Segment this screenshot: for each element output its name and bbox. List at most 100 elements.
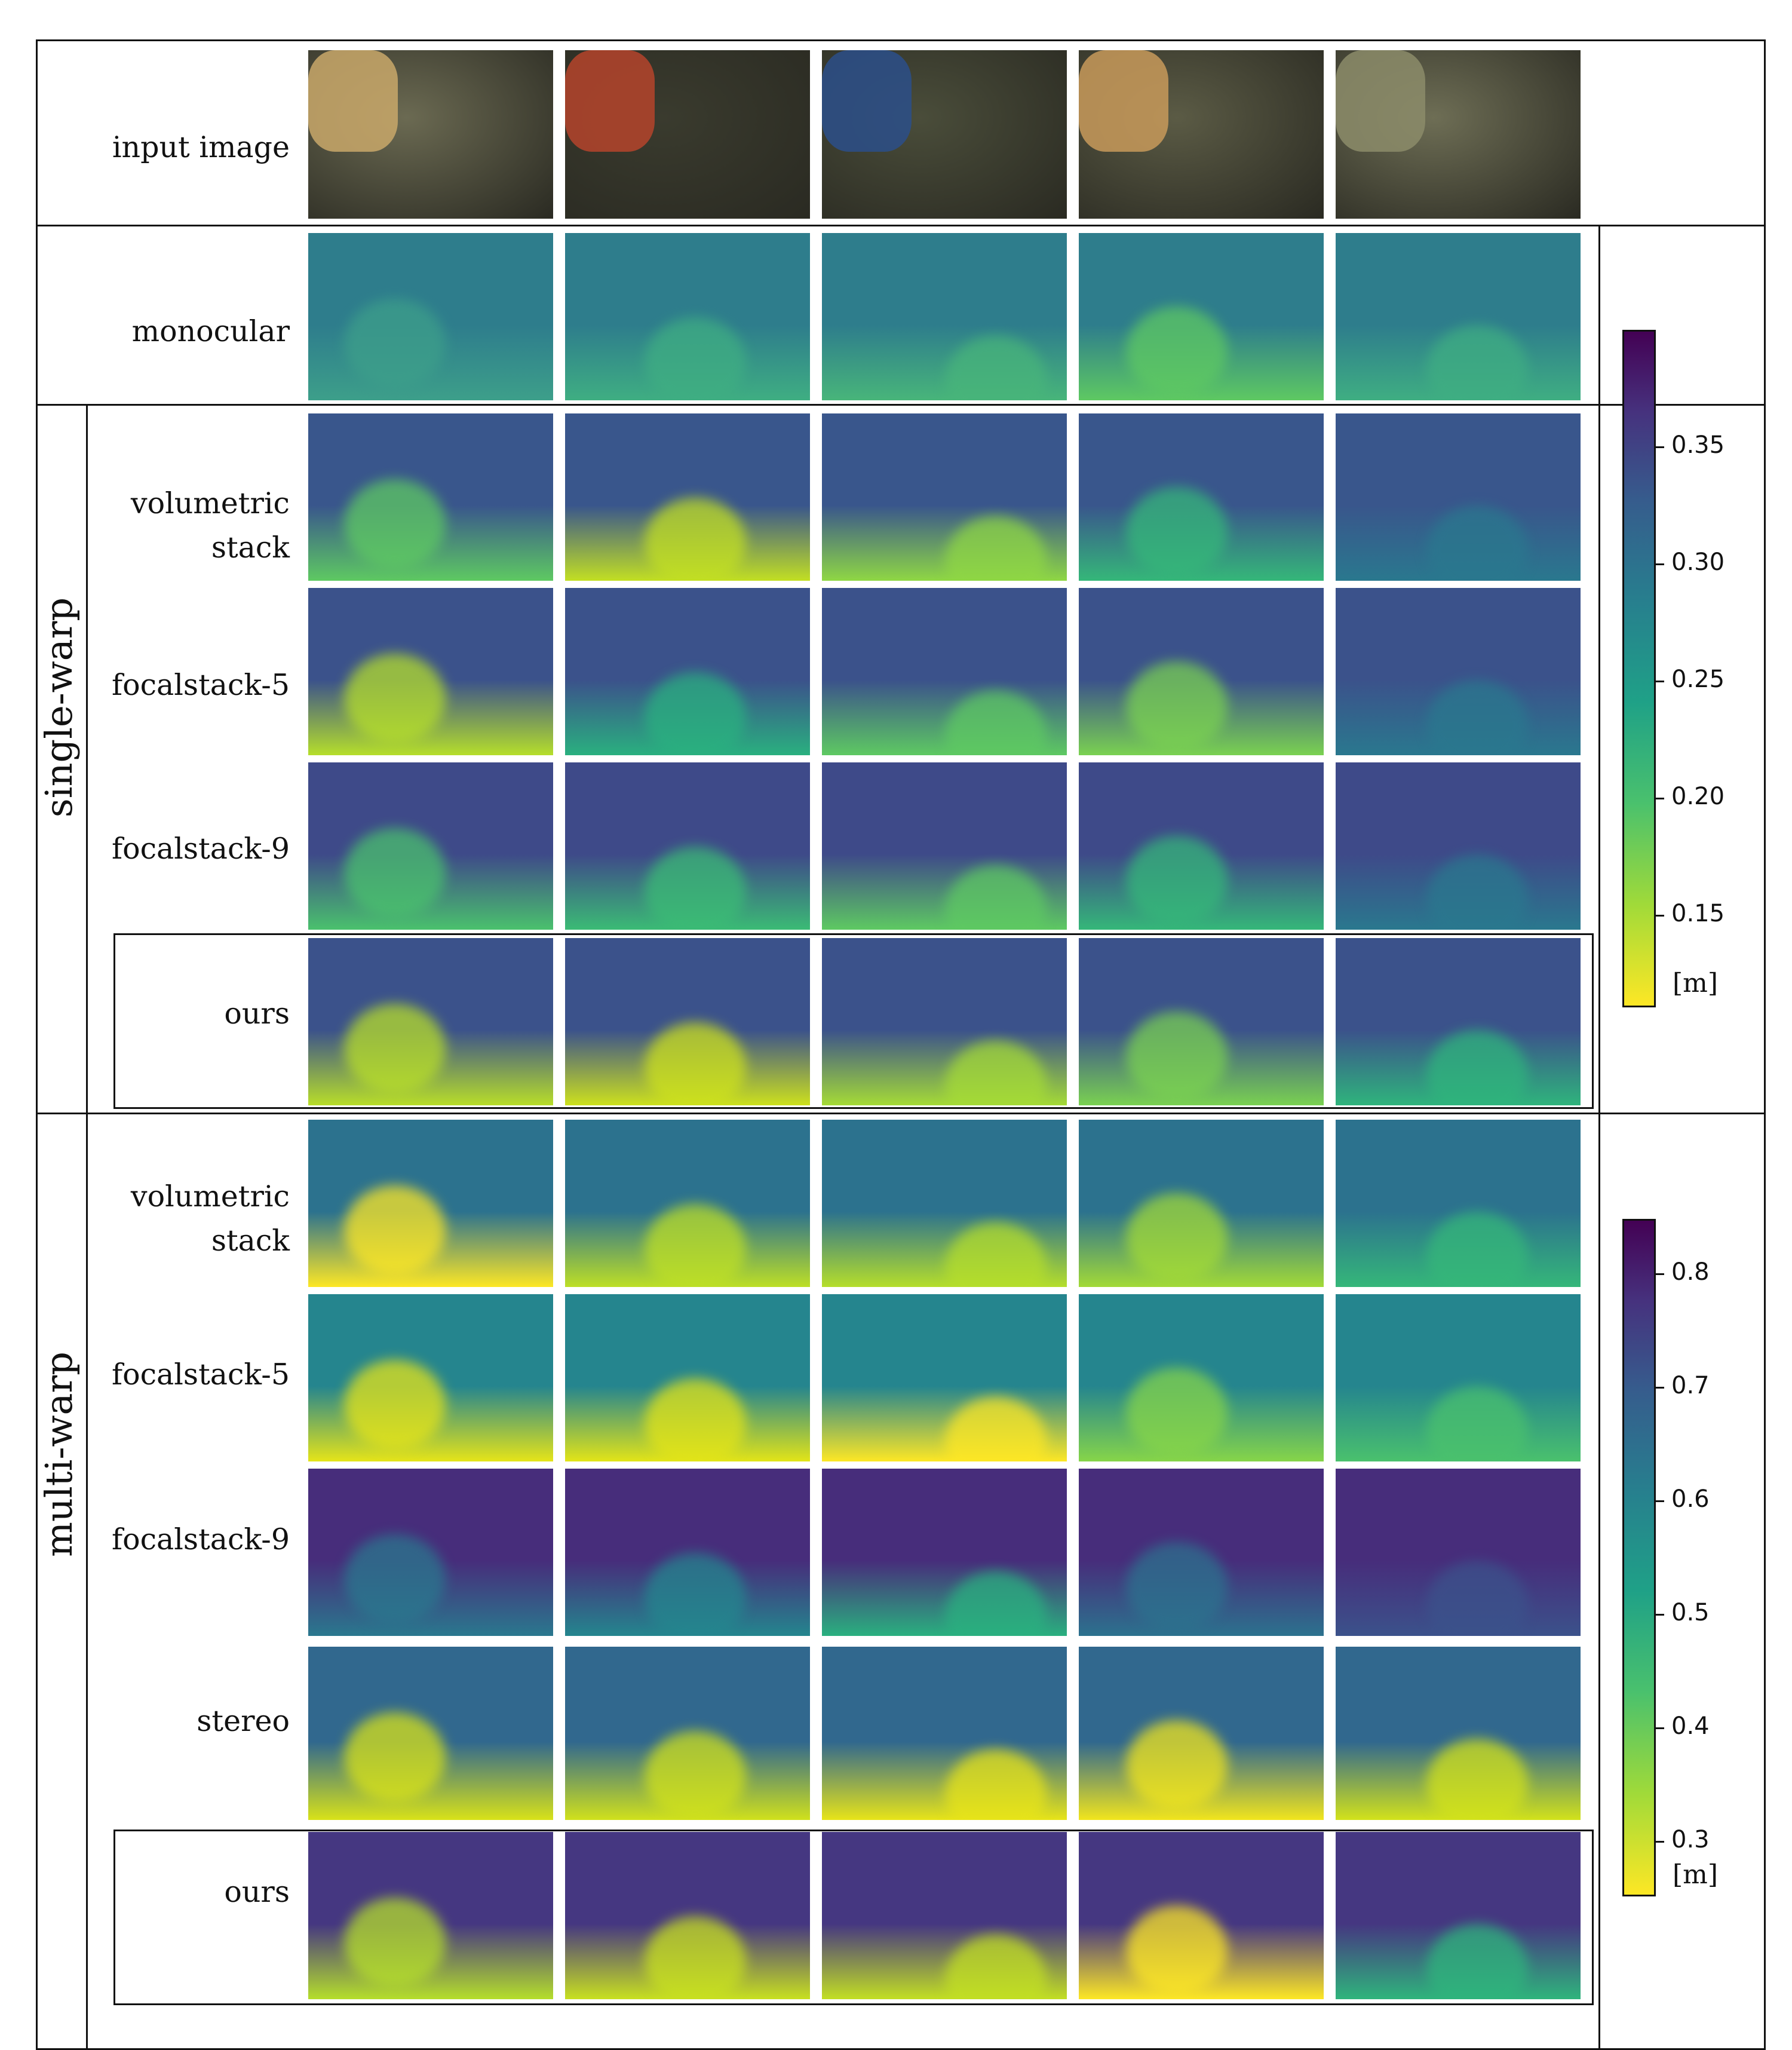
depth-map-mw_vol-3	[822, 1120, 1067, 1287]
depth-map-region-mw_stereo-4	[1126, 1720, 1228, 1810]
depth-map-region-sw_fs9-4	[1126, 836, 1228, 926]
colorbar-multi-warp-tick-label: 0.5	[1671, 1599, 1710, 1626]
colorbar-single-warp-tick-mark	[1656, 446, 1664, 448]
input-image-object-1	[308, 50, 398, 152]
colorbar-single-warp	[1622, 330, 1656, 1007]
depth-map-region-sw_ours-1	[344, 1004, 446, 1093]
group-label-single-warp: single-warp	[37, 597, 81, 818]
row-label-sw-fs9: focalstack-9	[111, 832, 290, 866]
divider-groups	[36, 1113, 1766, 1114]
depth-map-region-mw_fs5-4	[1126, 1368, 1228, 1457]
depth-map-sw_fs9-2	[565, 762, 810, 930]
depth-map-region-mw_fs9-3	[945, 1571, 1047, 1636]
depth-map-region-sw_vol-3	[945, 516, 1047, 581]
input-image-1	[308, 50, 553, 219]
depth-map-region-mono-1	[344, 299, 446, 388]
ours-highlight-multi	[113, 1830, 1594, 2005]
depth-map-mono-2	[565, 233, 810, 400]
depth-map-mw_fs9-3	[822, 1469, 1067, 1636]
colorbar-single-warp-tick-mark	[1656, 798, 1664, 799]
depth-map-region-mono-2	[645, 317, 746, 400]
colorbar-single-warp-tick-mark	[1656, 915, 1664, 917]
depth-map-sw_fs9-3	[822, 762, 1067, 930]
depth-map-region-mw_ours-4	[1126, 1905, 1228, 1995]
depth-map-mw_stereo-5	[1336, 1647, 1581, 1820]
depth-map-mw_ours-1	[308, 1832, 553, 1999]
depth-map-region-sw_ours-2	[645, 1022, 746, 1105]
divider-group-label	[86, 404, 88, 2050]
depth-map-mono-1	[308, 233, 553, 400]
row-label-mw-fs5: focalstack-5	[111, 1358, 290, 1392]
depth-map-sw_fs5-3	[822, 588, 1067, 755]
depth-map-mw_stereo-1	[308, 1647, 553, 1820]
depth-map-region-sw_fs9-2	[645, 847, 746, 930]
depth-map-region-mw_ours-2	[645, 1916, 746, 1999]
depth-map-sw_vol-5	[1336, 413, 1581, 581]
depth-map-region-sw_fs5-4	[1126, 661, 1228, 751]
depth-map-mw_ours-5	[1336, 1832, 1581, 1999]
row-label-sw-ours: ours	[224, 997, 290, 1031]
colorbar-multi-warp	[1622, 1219, 1656, 1896]
depth-map-region-mw_fs9-5	[1426, 1561, 1528, 1636]
depth-map-region-sw_fs9-5	[1426, 854, 1528, 930]
depth-map-mw_fs5-4	[1079, 1294, 1324, 1461]
colorbar-multi-warp-tick-label: 0.4	[1671, 1712, 1710, 1740]
colorbar-multi-warp-tick-label: 0.3	[1671, 1826, 1710, 1853]
depth-map-region-sw_fs9-3	[945, 865, 1047, 930]
input-image-4	[1079, 50, 1324, 219]
colorbar-multi-warp-tick-mark	[1656, 1387, 1664, 1389]
depth-map-mono-5	[1336, 233, 1581, 400]
colorbar-single-warp-tick-label: 0.15	[1671, 900, 1725, 927]
depth-map-sw_fs5-4	[1079, 588, 1324, 755]
depth-map-sw_fs9-5	[1336, 762, 1581, 930]
input-image-object-5	[1336, 50, 1425, 152]
colorbar-multi-warp-tick-mark	[1656, 1614, 1664, 1616]
depth-map-region-sw_fs9-1	[344, 828, 446, 918]
depth-map-mw_fs5-3	[822, 1294, 1067, 1461]
colorbar-single-warp-unit: [m]	[1673, 968, 1719, 998]
depth-map-mw_fs5-5	[1336, 1294, 1581, 1461]
depth-map-region-mw_vol-5	[1426, 1212, 1528, 1287]
depth-map-mw_fs9-2	[565, 1469, 810, 1636]
depth-map-region-sw_vol-5	[1426, 505, 1528, 581]
depth-map-sw_fs9-4	[1079, 762, 1324, 930]
colorbar-single-warp-tick-mark	[1656, 563, 1664, 565]
depth-map-sw_fs9-1	[308, 762, 553, 930]
depth-map-region-sw_ours-4	[1126, 1012, 1228, 1101]
depth-map-mw_vol-4	[1079, 1120, 1324, 1287]
colorbar-multi-warp-tick-label: 0.8	[1671, 1258, 1710, 1286]
depth-map-region-mw_stereo-3	[945, 1749, 1047, 1820]
depth-map-mw_ours-3	[822, 1832, 1067, 1999]
depth-map-region-mw_vol-3	[945, 1222, 1047, 1287]
depth-map-mw_fs9-4	[1079, 1469, 1324, 1636]
depth-map-region-sw_vol-1	[344, 479, 446, 569]
depth-map-sw_ours-5	[1336, 938, 1581, 1105]
input-image-object-4	[1079, 50, 1168, 152]
depth-map-region-mw_fs9-2	[645, 1553, 746, 1636]
depth-map-mw_vol-2	[565, 1120, 810, 1287]
depth-map-region-sw_vol-2	[645, 498, 746, 581]
depth-map-mono-4	[1079, 233, 1324, 400]
colorbar-single-warp-tick-label: 0.30	[1671, 548, 1725, 576]
row-label-input: input image	[112, 130, 290, 164]
depth-map-region-sw_fs5-5	[1426, 680, 1528, 755]
row-label-sw-fs5: focalstack-5	[111, 668, 290, 702]
depth-map-region-mw_ours-1	[344, 1898, 446, 1987]
colorbar-multi-warp-tick-mark	[1656, 1273, 1664, 1275]
depth-map-sw_ours-2	[565, 938, 810, 1105]
depth-map-sw_ours-1	[308, 938, 553, 1105]
depth-map-region-mw_ours-3	[945, 1935, 1047, 1999]
depth-map-mono-3	[822, 233, 1067, 400]
depth-map-mw_fs5-1	[308, 1294, 553, 1461]
depth-map-region-mw_vol-2	[645, 1204, 746, 1287]
depth-map-mw_fs5-2	[565, 1294, 810, 1461]
colorbar-single-warp-tick-mark	[1656, 681, 1664, 682]
depth-map-sw_fs5-1	[308, 588, 553, 755]
depth-map-region-mono-4	[1126, 307, 1228, 396]
input-image-5	[1336, 50, 1581, 219]
depth-map-region-mw_stereo-1	[344, 1712, 446, 1802]
divider-input	[36, 225, 1766, 226]
figure-frame	[36, 39, 1766, 2050]
depth-map-region-sw_ours-5	[1426, 1030, 1528, 1105]
depth-map-mw_ours-4	[1079, 1832, 1324, 1999]
